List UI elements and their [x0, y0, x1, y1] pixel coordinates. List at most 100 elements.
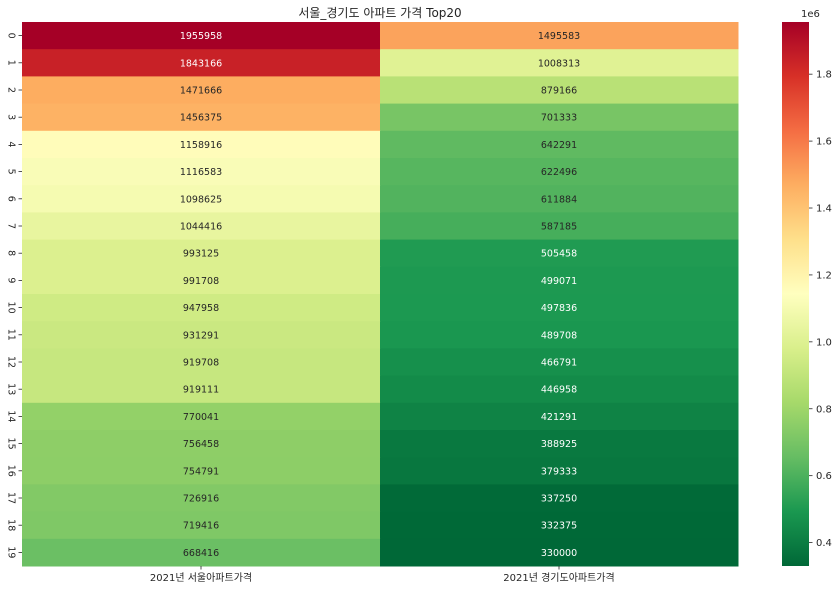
heatmap-cell [22, 212, 381, 241]
cell-value-label: 1116583 [180, 167, 222, 178]
heatmap-cell [22, 239, 381, 268]
cell-value-label: 1471666 [180, 86, 222, 97]
cell-value-label: 466791 [541, 358, 577, 369]
heatmap-cell [380, 266, 739, 295]
heatmap-cells: 1955958 1495583 1843166 1008313 1471666 87916… [22, 22, 739, 567]
colorbar-tick-label: 1.4 [816, 204, 832, 215]
cell-value-label: 1158916 [180, 140, 222, 151]
cell-value-label: 754791 [183, 466, 219, 477]
colorbar: 0.4 0.6 0.8 1.0 1.2 1.4 1.6 1.8 1e6 [782, 9, 832, 566]
heatmap-cell [380, 103, 739, 132]
cell-value-label: 770041 [183, 412, 219, 423]
chart-title: 서울_경기도 아파트 가격 Top20 [298, 6, 461, 20]
colorbar-tick-label: 0.6 [816, 471, 832, 482]
heatmap-cell [380, 49, 739, 77]
heatmap-cell [380, 430, 739, 458]
heatmap-cell [380, 158, 739, 186]
cell-value-label: 499071 [541, 276, 577, 287]
heatmap-cell [22, 484, 381, 513]
colorbar-tick-label: 1.8 [816, 70, 832, 81]
cell-value-label: 330000 [541, 548, 577, 559]
cell-value-label: 719416 [183, 521, 219, 532]
heatmap-cell [380, 22, 739, 50]
heatmap-cell [380, 239, 739, 268]
colorbar-tick-label: 1.0 [816, 337, 832, 348]
cell-value-label: 642291 [541, 140, 577, 151]
cell-value-label: 332375 [541, 521, 577, 532]
cell-value-label: 931291 [183, 330, 219, 341]
heatmap-cell [22, 266, 381, 295]
heatmap-cell [380, 76, 739, 105]
colorbar-tick-label: 0.8 [816, 404, 832, 415]
heatmap-cell [22, 538, 381, 567]
row-tick-label: 5 [6, 169, 17, 175]
heatmap-cell [380, 130, 739, 159]
row-tick-label: 11 [6, 329, 17, 341]
column-tick-label: 2021년 경기도아파트가격 [503, 571, 614, 584]
cell-value-label: 993125 [183, 249, 219, 260]
cell-value-label: 668416 [183, 548, 219, 559]
cell-value-label: 587185 [541, 222, 577, 233]
row-tick-label: 1 [6, 60, 17, 66]
row-tick-label: 10 [6, 302, 17, 314]
heatmap-cell [380, 457, 739, 485]
heatmap-cell [380, 538, 739, 567]
cell-value-label: 1495583 [538, 31, 580, 42]
heatmap-cell [380, 294, 739, 322]
row-tick-label: 2 [6, 87, 17, 93]
row-tick-label: 9 [6, 277, 17, 283]
cell-value-label: 756458 [183, 439, 219, 450]
heatmap-cell [22, 158, 381, 186]
heatmap-cell [22, 185, 381, 213]
cell-value-label: 1955958 [180, 31, 222, 42]
cell-value-label: 622496 [541, 167, 577, 178]
cell-value-label: 1044416 [180, 222, 222, 233]
heatmap-cell [22, 321, 381, 349]
cell-value-label: 489708 [541, 330, 577, 341]
colorbar-tick-label: 1.6 [816, 137, 832, 148]
row-tick-label: 6 [6, 196, 17, 202]
heatmap-cell [380, 212, 739, 241]
cell-value-label: 919708 [183, 358, 219, 369]
row-tick-label: 8 [6, 250, 17, 256]
row-tick-label: 18 [6, 519, 17, 531]
row-tick-label: 7 [6, 223, 17, 229]
colorbar-tick-label: 0.4 [816, 538, 832, 549]
cell-value-label: 1008313 [538, 58, 580, 69]
column-labels: 2021년 서울아파트가격 2021년 경기도아파트가격 [150, 566, 615, 584]
cell-value-label: 611884 [541, 194, 577, 205]
heatmap-cell [22, 402, 381, 431]
heatmap-cell [22, 348, 381, 377]
colorbar-tick-label: 1.2 [816, 270, 832, 281]
cell-value-label: 497836 [541, 303, 577, 314]
heatmap-cell [380, 511, 739, 540]
cell-value-label: 421291 [541, 412, 577, 423]
row-tick-label: 19 [6, 546, 17, 558]
heatmap-cell [380, 348, 739, 377]
cell-value-label: 991708 [183, 276, 219, 287]
heatmap-cell [22, 430, 381, 458]
heatmap-cell [380, 375, 739, 404]
cell-value-label: 337250 [541, 494, 577, 505]
heatmap-cell [22, 49, 381, 77]
cell-value-label: 388925 [541, 439, 577, 450]
row-tick-label: 17 [6, 492, 17, 504]
heatmap-cell [380, 321, 739, 349]
heatmap-cell [22, 511, 381, 540]
heatmap-cell [22, 22, 381, 50]
heatmap-cell [22, 76, 381, 105]
heatmap-cell [380, 185, 739, 213]
cell-value-label: 919111 [183, 385, 219, 396]
cell-value-label: 879166 [541, 86, 577, 97]
cell-value-label: 1456375 [180, 113, 222, 124]
heatmap-cell [380, 484, 739, 513]
row-tick-label: 12 [6, 356, 17, 368]
heatmap-cell [22, 103, 381, 132]
colorbar-gradient [782, 22, 809, 566]
column-tick-label: 2021년 서울아파트가격 [150, 571, 252, 584]
cell-value-label: 947958 [183, 303, 219, 314]
heatmap-cell [22, 294, 381, 322]
row-tick-label: 0 [6, 33, 17, 39]
cell-value-label: 446958 [541, 385, 577, 396]
